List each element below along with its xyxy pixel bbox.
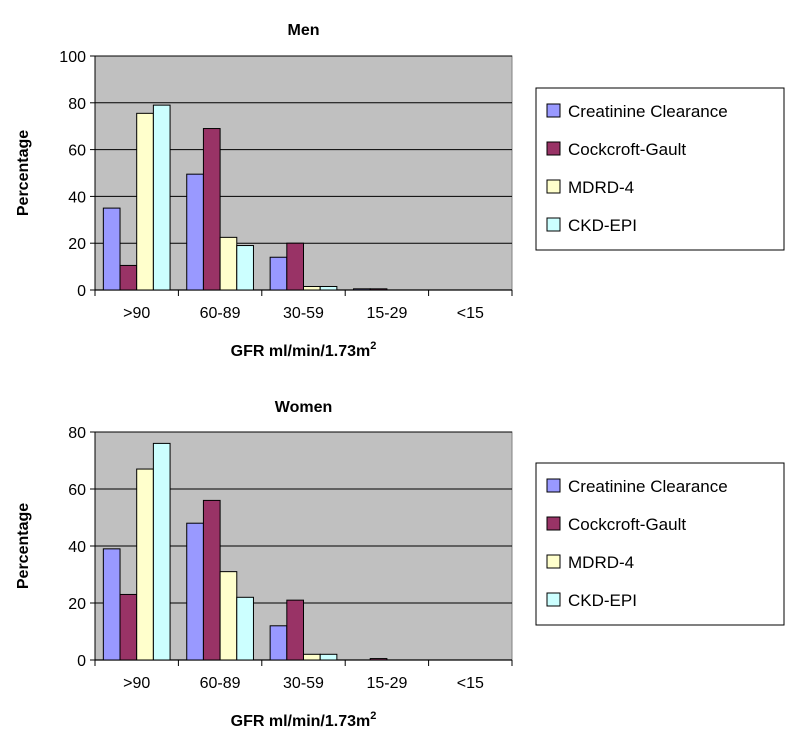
legend-swatch [546, 141, 561, 156]
legend-entry: CKD-EPI [568, 216, 637, 235]
bar-mdrd-4-2 [303, 285, 321, 291]
legend: Creatinine Clearance Cockcroft-Gault MDRD-… [535, 462, 785, 626]
legend-swatch [546, 103, 561, 118]
bar-mdrd-4-1 [219, 571, 238, 661]
y-axis-label: Percentage [15, 130, 32, 216]
legend-entry: Cockcroft-Gault [568, 140, 686, 159]
y-tick-label: 20 [68, 236, 86, 253]
bar-mdrd-4-1 [219, 236, 238, 291]
bar-creatinine-clearance-0 [102, 548, 121, 661]
bar-cockcroft-gault-1 [202, 128, 221, 291]
bar-mdrd-4-0 [136, 468, 154, 661]
chart-panel-women: 0 20 40 60 80 >90 60-89 30-59 15-29 <15 Women GFR m… [15, 399, 785, 730]
bar-ckd-epi-0 [152, 104, 171, 291]
y-tick-label: 40 [68, 539, 86, 556]
x-tick-label: >90 [123, 305, 150, 322]
bar-cockcroft-gault-0 [119, 264, 138, 291]
bar-cockcroft-gault-1 [202, 499, 221, 661]
bar-ckd-epi-2 [319, 653, 338, 661]
bar-cockcroft-gault-0 [119, 593, 138, 661]
x-tick-label: <15 [457, 305, 484, 322]
y-tick-label: 0 [77, 283, 86, 300]
bar-cockcroft-gault-2 [286, 242, 305, 291]
bar-ckd-epi-1 [236, 245, 254, 291]
bar-creatinine-clearance-1 [186, 173, 204, 291]
bar-mdrd-4-2 [303, 653, 321, 661]
bar-creatinine-clearance-3 [353, 288, 371, 291]
x-axis-label: GFR ml/min/1.73m2 [231, 340, 377, 360]
legend-swatch [546, 179, 561, 194]
legend-box [535, 87, 785, 251]
legend-entry: Cockcroft-Gault [568, 515, 686, 534]
y-tick-label: 100 [59, 49, 86, 66]
bar-creatinine-clearance-2 [269, 256, 288, 291]
legend-swatch [546, 592, 561, 607]
legend-entry: MDRD-4 [568, 178, 634, 197]
legend-entry: MDRD-4 [568, 553, 634, 572]
bar-ckd-epi-0 [152, 442, 171, 661]
bar-ckd-epi-1 [236, 596, 254, 661]
legend-entry: Creatinine Clearance [568, 477, 728, 496]
chart-title: Women [275, 399, 332, 416]
x-tick-label: 15-29 [366, 305, 407, 322]
y-tick-label: 40 [68, 189, 86, 206]
y-tick-label: 60 [68, 143, 86, 160]
x-tick-label: 30-59 [283, 675, 324, 692]
x-tick-label: <15 [457, 675, 484, 692]
bar-cockcroft-gault-3 [369, 288, 388, 291]
y-tick-label: 80 [68, 425, 86, 442]
y-tick-label: 20 [68, 596, 86, 613]
y-axis-label: Percentage [15, 503, 32, 589]
bar-cockcroft-gault-3 [369, 658, 388, 661]
legend-swatch [546, 217, 561, 232]
legend: Creatinine Clearance Cockcroft-Gault MDRD-… [535, 87, 785, 251]
bar-creatinine-clearance-2 [269, 625, 288, 661]
legend-swatch [546, 554, 561, 569]
bar-cockcroft-gault-2 [286, 599, 305, 661]
legend-entry: CKD-EPI [568, 591, 637, 610]
x-tick-label: >90 [123, 675, 150, 692]
x-tick-label: 60-89 [200, 675, 241, 692]
x-axis-label: GFR ml/min/1.73m2 [231, 710, 377, 730]
x-tick-label: 15-29 [366, 675, 407, 692]
bar-creatinine-clearance-0 [102, 207, 121, 291]
legend-entry: Creatinine Clearance [568, 102, 728, 121]
x-tick-label: 60-89 [200, 305, 241, 322]
bar-mdrd-4-0 [136, 112, 154, 291]
x-tick-label: 30-59 [283, 305, 324, 322]
bar-ckd-epi-2 [319, 285, 338, 291]
y-tick-label: 80 [68, 96, 86, 113]
chart-title: Men [288, 22, 320, 39]
legend-box [535, 462, 785, 626]
y-tick-label: 0 [77, 653, 86, 670]
legend-swatch [546, 478, 561, 493]
legend-swatch [546, 516, 561, 531]
chart-panel-men: 0 20 40 60 80 100 >90 60-89 30-59 15-29 <15 Men GFR … [15, 22, 785, 360]
y-tick-label: 60 [68, 482, 86, 499]
bar-creatinine-clearance-1 [186, 522, 204, 661]
